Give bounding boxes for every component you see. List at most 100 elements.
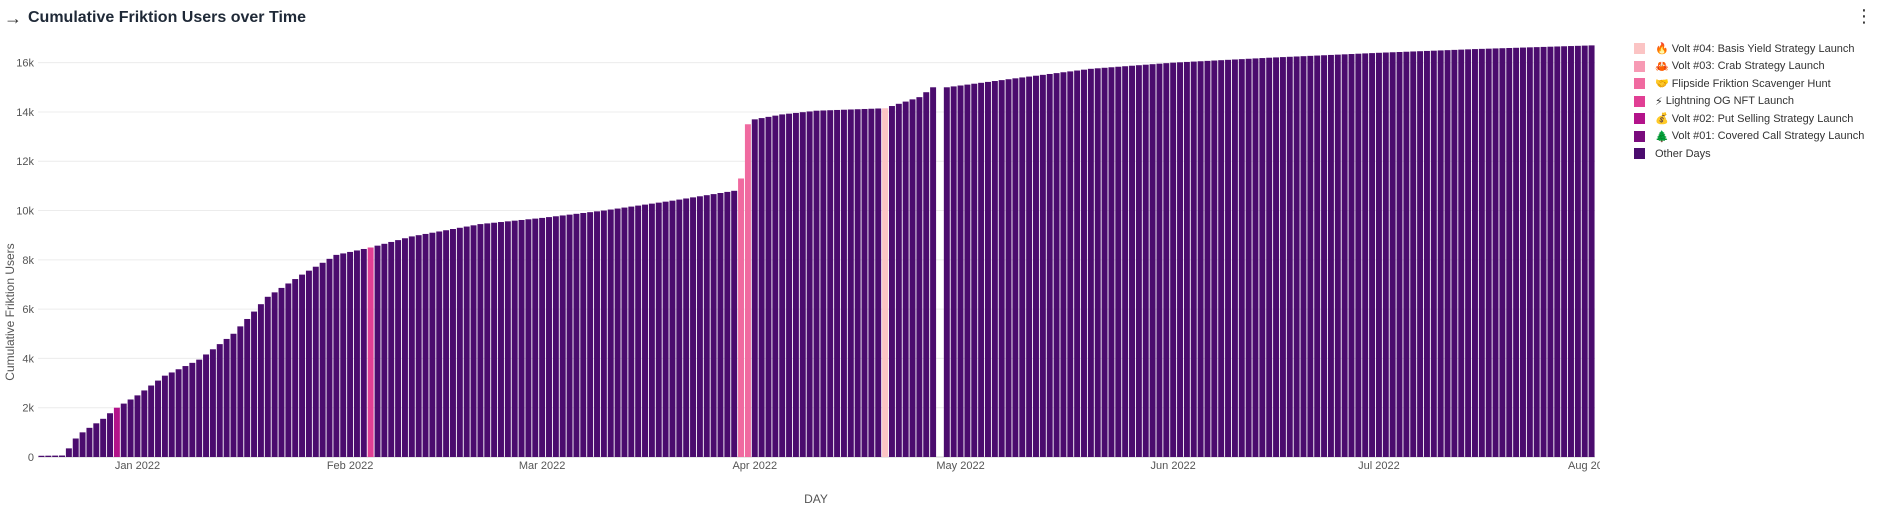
bar[interactable] <box>285 283 292 457</box>
bar[interactable] <box>580 212 587 457</box>
bar[interactable] <box>813 110 820 458</box>
bar[interactable] <box>1396 52 1403 457</box>
bar[interactable] <box>415 235 422 457</box>
bar[interactable] <box>1554 46 1561 457</box>
bar[interactable] <box>799 112 806 457</box>
bar[interactable] <box>1135 65 1142 458</box>
bar[interactable] <box>264 296 271 457</box>
bar[interactable] <box>360 248 367 457</box>
bar[interactable] <box>134 395 141 457</box>
bar[interactable] <box>1266 57 1273 457</box>
bar[interactable] <box>621 207 628 457</box>
bar[interactable] <box>1142 64 1149 457</box>
bar[interactable] <box>196 359 203 457</box>
bar[interactable] <box>957 85 964 458</box>
bar[interactable] <box>1327 54 1334 457</box>
bar[interactable] <box>45 455 52 457</box>
bar[interactable] <box>38 455 45 457</box>
bar[interactable] <box>216 344 223 457</box>
bar[interactable] <box>1245 58 1252 458</box>
bar[interactable] <box>950 86 957 458</box>
bar[interactable] <box>1581 45 1588 458</box>
bar[interactable] <box>449 229 456 457</box>
bar[interactable] <box>1520 47 1526 457</box>
bar[interactable] <box>1465 49 1472 458</box>
bar[interactable] <box>257 304 264 457</box>
bar[interactable] <box>751 119 758 457</box>
bar[interactable] <box>1129 65 1135 457</box>
bar[interactable] <box>607 209 614 457</box>
bar[interactable] <box>628 206 635 457</box>
bar[interactable] <box>1033 75 1039 458</box>
bar[interactable] <box>1355 53 1362 458</box>
bar[interactable] <box>1273 57 1280 457</box>
bar[interactable] <box>573 213 580 457</box>
bar[interactable] <box>559 215 566 457</box>
bar[interactable] <box>1561 46 1568 457</box>
bar[interactable] <box>1403 51 1410 457</box>
bar[interactable] <box>827 110 834 457</box>
bar[interactable] <box>401 238 408 457</box>
bar[interactable] <box>847 109 854 457</box>
bar[interactable] <box>251 311 258 457</box>
bar[interactable] <box>189 362 196 457</box>
bar[interactable] <box>1149 64 1156 457</box>
legend-item[interactable]: 💰 Volt #02: Put Selling Strategy Launch <box>1634 110 1864 128</box>
bar[interactable] <box>429 232 436 457</box>
bar[interactable] <box>861 108 868 457</box>
bar[interactable] <box>72 438 79 457</box>
bar[interactable] <box>107 413 113 457</box>
bar[interactable] <box>902 101 909 457</box>
bar[interactable] <box>991 81 998 458</box>
bar[interactable] <box>587 212 594 457</box>
bar[interactable] <box>1533 47 1540 457</box>
bar[interactable] <box>1437 50 1444 457</box>
arrow-right-icon[interactable]: → <box>4 7 22 28</box>
bar[interactable] <box>1019 77 1026 457</box>
bar[interactable] <box>566 214 573 457</box>
bar[interactable] <box>292 279 299 457</box>
bar[interactable] <box>1499 48 1506 457</box>
bar[interactable] <box>642 204 648 457</box>
bar[interactable] <box>1451 49 1458 457</box>
bar[interactable] <box>916 97 923 458</box>
bar[interactable] <box>278 287 285 457</box>
bar[interactable] <box>964 84 971 458</box>
bar[interactable] <box>1163 63 1170 457</box>
bar[interactable] <box>1218 60 1225 458</box>
bar[interactable] <box>491 222 498 457</box>
bar[interactable] <box>978 82 985 457</box>
bar[interactable] <box>1053 73 1060 458</box>
bar[interactable] <box>59 455 65 457</box>
bar[interactable] <box>244 318 251 457</box>
bar[interactable] <box>772 115 779 457</box>
bar[interactable] <box>655 202 662 457</box>
bar[interactable] <box>552 216 559 457</box>
bar[interactable] <box>1094 68 1101 458</box>
bar[interactable] <box>1362 53 1369 458</box>
bar[interactable] <box>305 270 312 457</box>
bar[interactable] <box>1211 60 1218 457</box>
bar[interactable] <box>1513 47 1520 457</box>
bar[interactable] <box>1156 63 1163 458</box>
bar[interactable] <box>155 380 162 457</box>
bar[interactable] <box>1574 45 1581 457</box>
bar[interactable] <box>840 109 847 457</box>
bar[interactable] <box>683 198 690 458</box>
bar[interactable] <box>1458 49 1465 458</box>
bar[interactable] <box>1252 58 1259 458</box>
bar[interactable] <box>600 210 607 457</box>
bar[interactable] <box>79 432 86 457</box>
bar[interactable] <box>1321 55 1328 457</box>
bar[interactable] <box>436 231 443 457</box>
bar[interactable] <box>1204 60 1211 457</box>
bar[interactable] <box>340 253 347 457</box>
bar[interactable] <box>113 407 120 457</box>
bar[interactable] <box>710 194 717 457</box>
bar[interactable] <box>696 196 703 458</box>
bar[interactable] <box>1183 61 1190 457</box>
bar[interactable] <box>422 233 429 457</box>
bar[interactable] <box>806 111 813 457</box>
bar[interactable] <box>141 390 148 457</box>
bar[interactable] <box>230 333 237 457</box>
